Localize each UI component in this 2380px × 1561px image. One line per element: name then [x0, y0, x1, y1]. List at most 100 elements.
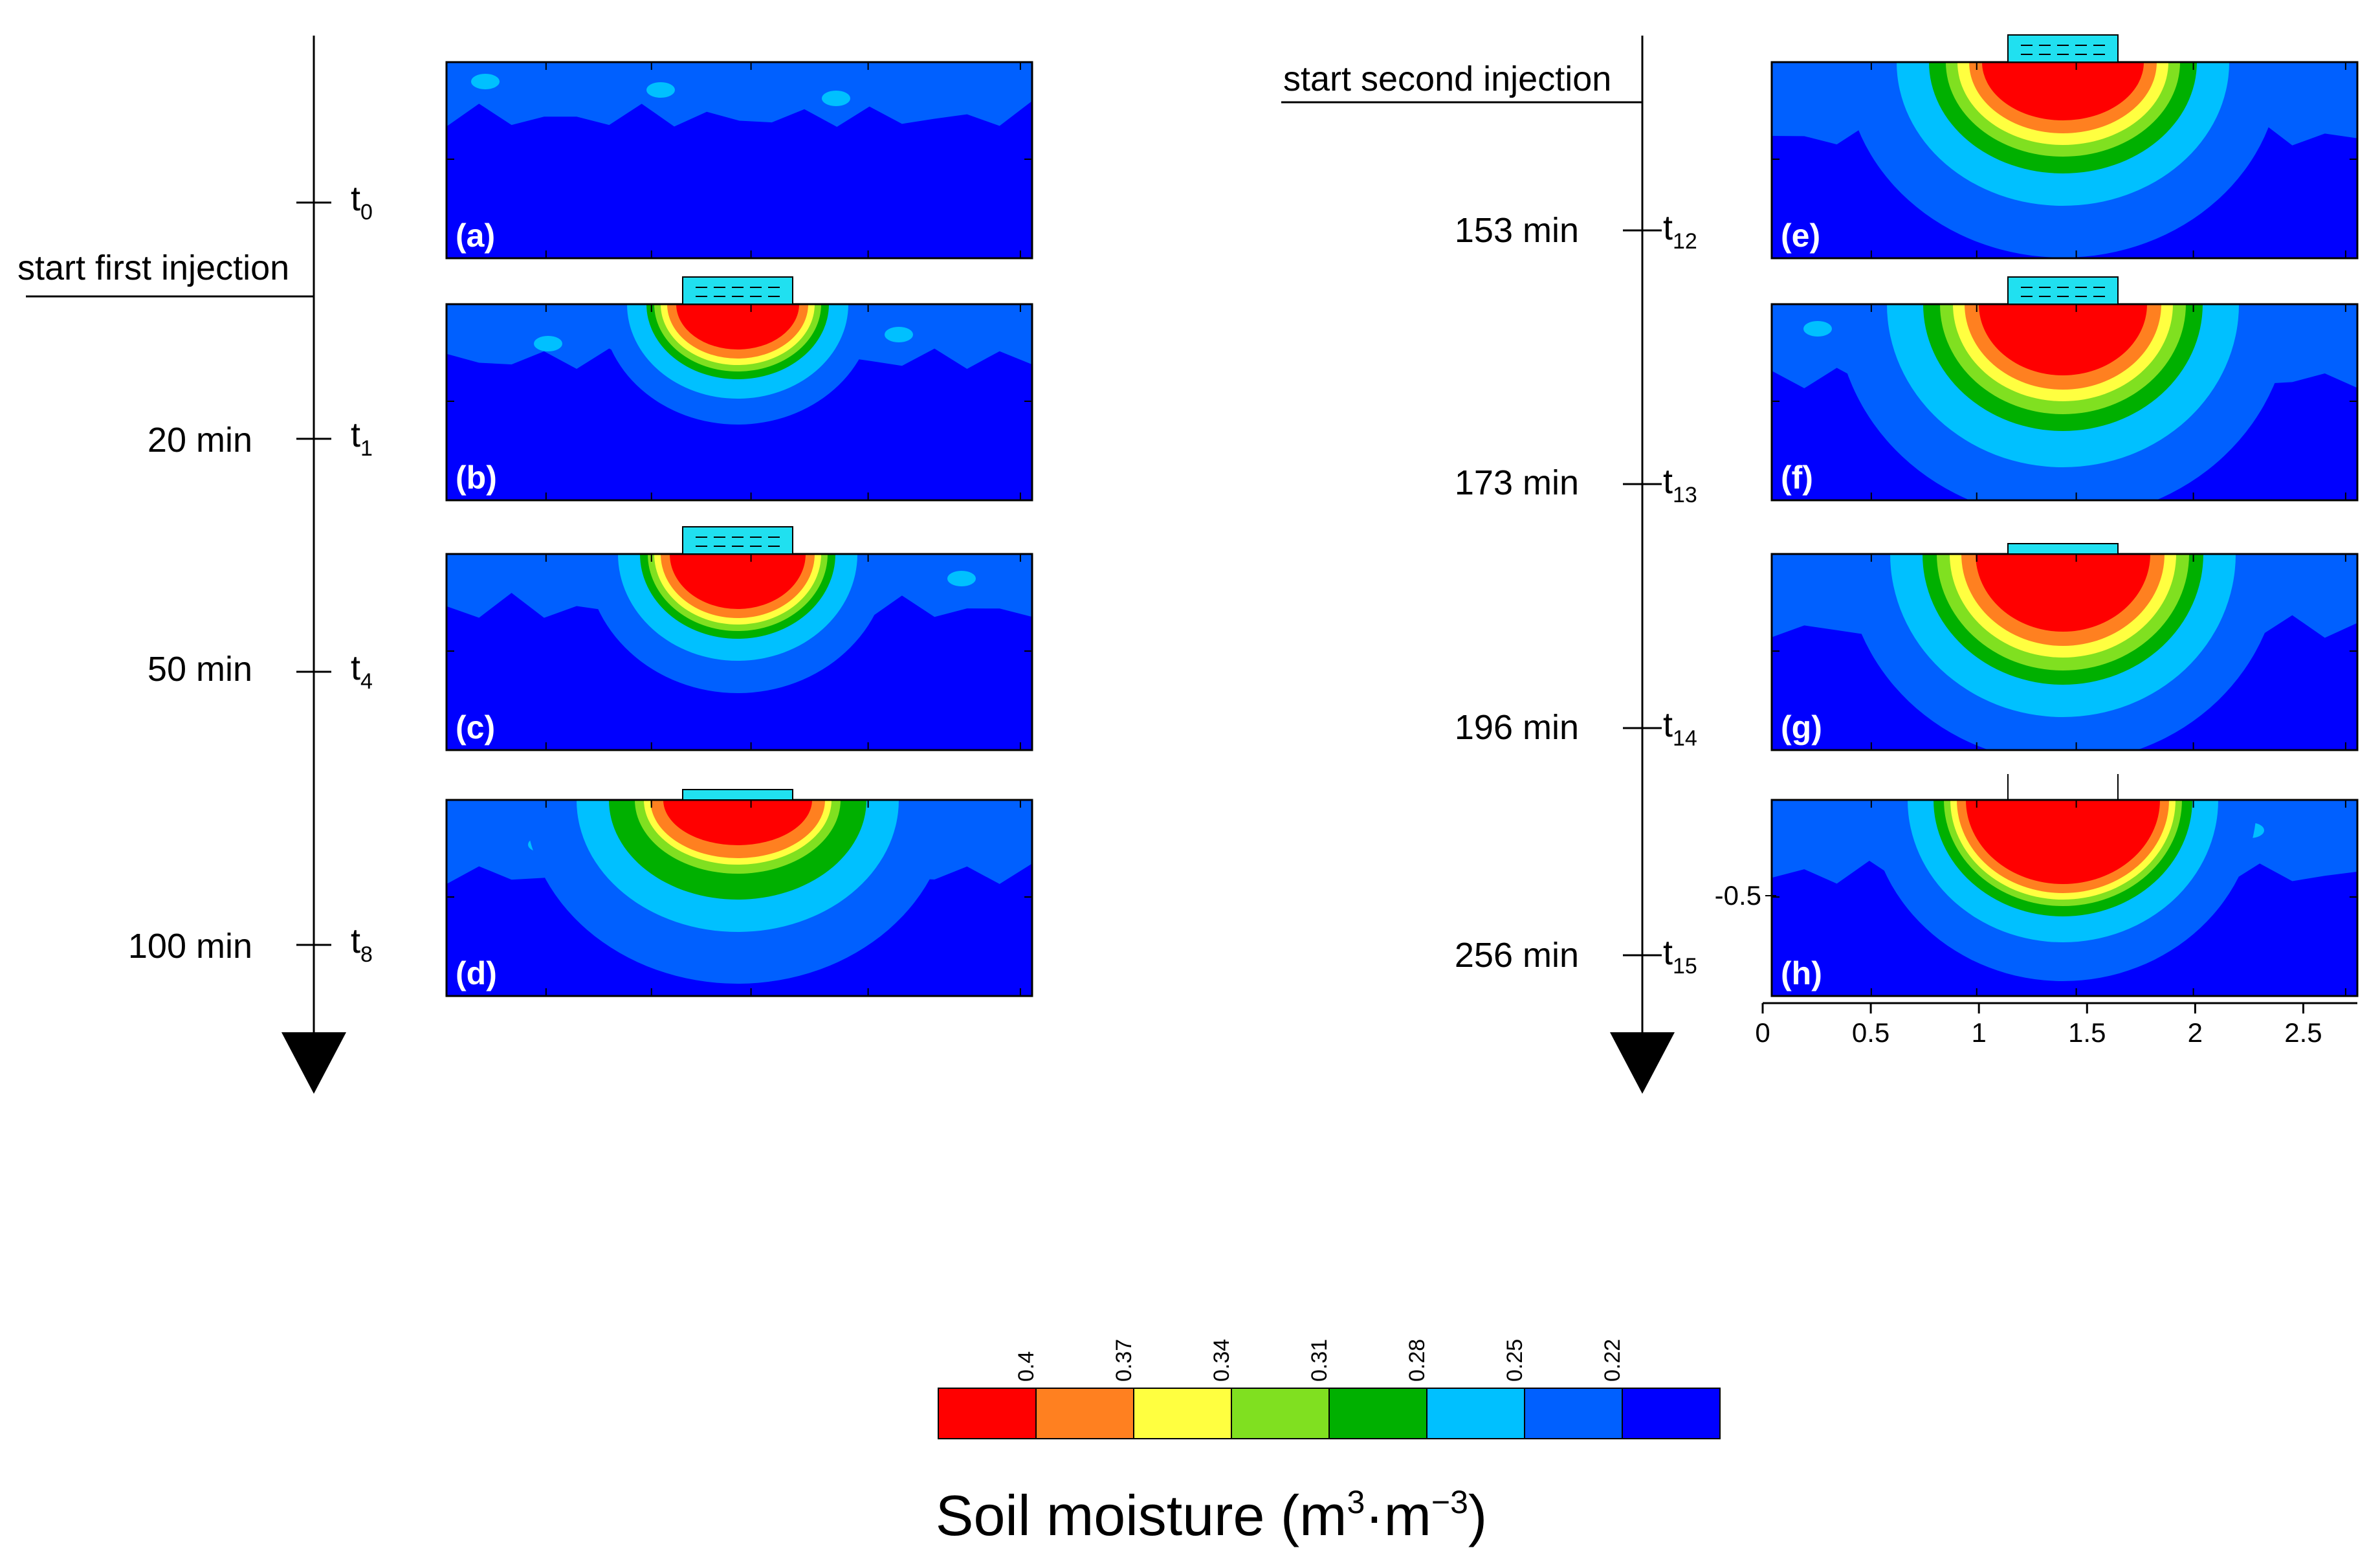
- right-entry-3: 256 min t15: [1455, 933, 1697, 979]
- left-event-label: start first injection: [17, 249, 289, 287]
- panel-content: [1772, 554, 2357, 750]
- legend-swatch: [1133, 1388, 1232, 1439]
- right-entry-0: 153 min t12: [1455, 208, 1697, 254]
- moisture-patch: [947, 571, 976, 586]
- panel-content: [1772, 304, 2357, 500]
- left-timeline: start first injection t0 20 min t1 50 mi…: [17, 36, 373, 1094]
- legend-tick-label: 0.37: [1112, 1339, 1136, 1382]
- panel-frame: [1770, 799, 2359, 997]
- panel-content: [1772, 800, 2357, 996]
- moisture-patch: [885, 327, 913, 342]
- panel-letter: (e): [1781, 217, 1820, 254]
- surface-moisture-band: [446, 62, 1032, 127]
- x-axis: 0 0.5 1 1.5 2 2.5: [1755, 1002, 2357, 1048]
- water-reservoir: [682, 276, 793, 305]
- panel-content: [446, 304, 1032, 500]
- panel-letter: (g): [1781, 709, 1822, 746]
- legend-swatch: [1622, 1388, 1721, 1439]
- right-timeline: start second injection 153 min t12 173 m…: [1281, 36, 1697, 1094]
- t-label: t12: [1663, 208, 1697, 254]
- t-label: t13: [1663, 462, 1697, 507]
- moisture-patch: [534, 336, 562, 351]
- legend-tick-label: 0.34: [1209, 1339, 1234, 1382]
- saturated-zone: [1982, 62, 2144, 120]
- moisture-patch: [1803, 321, 1832, 337]
- time-label: 50 min: [148, 650, 252, 689]
- legend-tick-label: 0.31: [1307, 1339, 1332, 1382]
- contour-panel-2: (c): [445, 526, 1033, 751]
- right-timeline-arrow: [1610, 1032, 1675, 1094]
- left-entry-1: 20 min t1: [148, 415, 373, 461]
- contour-panels: (a) (b) (c) (d) (e) (f) (g) (h): [445, 34, 2359, 997]
- panel-content: [1772, 62, 2357, 258]
- panel-letter: (a): [456, 217, 495, 254]
- x-axis-tick-label: 1: [1972, 1017, 1987, 1048]
- right-entry-2: 196 min t14: [1455, 705, 1697, 751]
- time-label: 153 min: [1455, 211, 1579, 250]
- legend-tick-label: 0.28: [1405, 1339, 1429, 1382]
- contour-panel-7: (h): [1770, 774, 2359, 997]
- panel-letter: (f): [1781, 459, 1813, 496]
- t-label: t1: [351, 415, 373, 461]
- y-axis: -0.5: [1715, 880, 1776, 911]
- water-reservoir: [682, 526, 793, 555]
- x-axis-tick-label: 0.5: [1852, 1017, 1890, 1048]
- panel-content: [446, 554, 1032, 750]
- left-timeline-arrow: [281, 1032, 346, 1094]
- time-label: 256 min: [1455, 936, 1579, 975]
- legend-swatch: [1035, 1388, 1134, 1439]
- time-label: 196 min: [1455, 708, 1579, 747]
- panel-letter: (b): [456, 459, 497, 496]
- panel-content: [446, 800, 1032, 996]
- time-label: 20 min: [148, 421, 252, 459]
- contour-panel-4: (e): [1770, 34, 2359, 260]
- t-label: t8: [351, 922, 373, 967]
- right-entry-1: 173 min t13: [1455, 462, 1697, 507]
- legend-tick-label: 0.4: [1014, 1351, 1039, 1382]
- t-label: t0: [351, 179, 373, 225]
- legend-tick-label: 0.22: [1600, 1339, 1625, 1382]
- moisture-patch: [646, 82, 675, 98]
- water-reservoir: [682, 789, 793, 801]
- panel-content: [446, 62, 1032, 258]
- saturated-zone: [1976, 554, 2150, 632]
- x-axis-tick-label: 0: [1755, 1017, 1770, 1048]
- saturated-zone: [1979, 304, 2147, 375]
- legend-swatch: [1524, 1388, 1623, 1439]
- legend-title: Soil moisture (m3·m−3): [936, 1483, 1487, 1547]
- time-label: 173 min: [1455, 463, 1579, 502]
- t-label: t14: [1663, 705, 1697, 751]
- panel-letter: (h): [1781, 955, 1822, 991]
- legend-tick-label: 0.25: [1503, 1339, 1527, 1382]
- contour-panel-1: (b): [445, 276, 1033, 502]
- left-entry-3: 100 min t8: [128, 922, 373, 967]
- panel-letter: (c): [456, 709, 495, 746]
- saturated-zone: [676, 304, 799, 349]
- legend-swatch: [1231, 1388, 1330, 1439]
- right-event-label: start second injection: [1283, 60, 1611, 98]
- panel-letter: (d): [456, 955, 497, 991]
- legend-swatch: [938, 1388, 1037, 1439]
- time-label: 100 min: [128, 927, 252, 966]
- contour-panel-0: (a): [445, 61, 1033, 260]
- saturated-zone: [663, 800, 812, 845]
- legend-swatch: [1328, 1388, 1427, 1439]
- t-label: t15: [1663, 933, 1697, 979]
- x-axis-tick-label: 2.5: [2284, 1017, 2322, 1048]
- x-axis-tick-label: 2: [2188, 1017, 2203, 1048]
- y-axis-tick-label: -0.5: [1715, 880, 1761, 911]
- x-axis-tick-label: 1.5: [2068, 1017, 2106, 1048]
- contour-panel-6: (g): [1770, 543, 2359, 751]
- water-reservoir: [2007, 543, 2119, 555]
- left-entry-2: 50 min t4: [148, 648, 373, 694]
- water-reservoir: [2007, 276, 2119, 305]
- legend-swatch: [1426, 1388, 1525, 1439]
- saturated-zone: [670, 554, 806, 609]
- moisture-patch: [471, 74, 500, 89]
- contour-panel-5: (f): [1770, 276, 2359, 502]
- saturated-zone: [1966, 800, 2160, 884]
- t-label: t4: [351, 648, 373, 694]
- contour-panel-3: (d): [445, 789, 1033, 997]
- panel-frame: [445, 61, 1033, 260]
